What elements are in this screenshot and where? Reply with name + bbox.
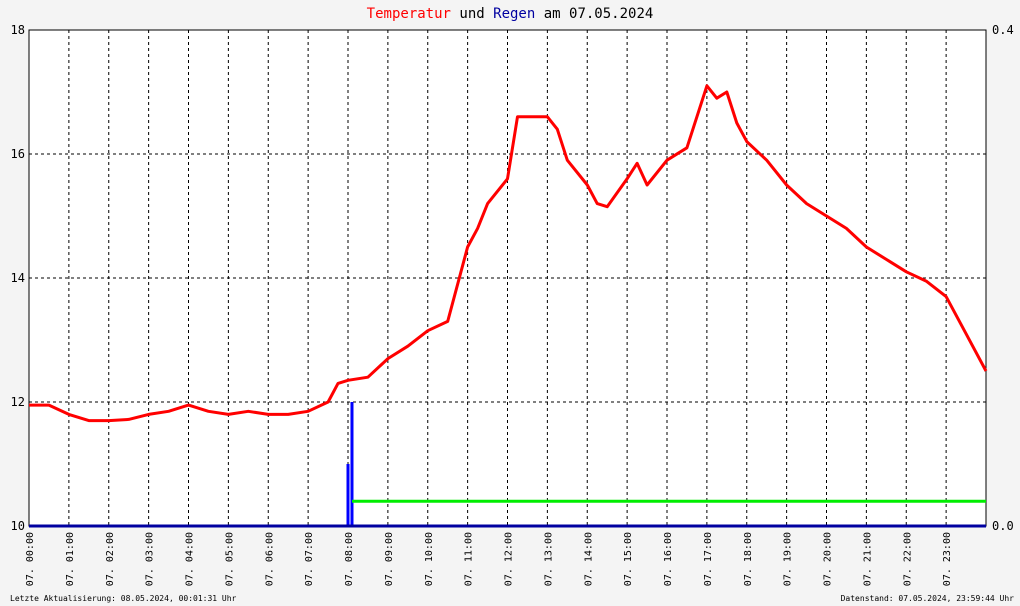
x-tick-label: 07. 06:00 — [264, 532, 275, 586]
x-tick-label: 07. 07:00 — [304, 532, 315, 586]
y2-tick-label: 0.0 — [992, 519, 1014, 533]
x-tick-label: 07. 01:00 — [65, 532, 76, 586]
title-part: Regen — [493, 6, 535, 22]
x-tick-label: 07. 19:00 — [783, 532, 794, 586]
x-tick-label: 07. 09:00 — [384, 532, 395, 586]
rain-bar — [346, 464, 350, 526]
x-tick-label: 07. 14:00 — [583, 532, 594, 586]
y-tick-label: 12 — [11, 395, 25, 409]
title-part: und — [459, 6, 484, 22]
x-tick-label: 07. 18:00 — [743, 532, 754, 586]
title-part: am 07.05.2024 — [544, 6, 654, 22]
y-tick-label: 16 — [11, 147, 25, 161]
title-part: Temperatur — [367, 6, 451, 22]
footer-left: Letzte Aktualisierung: 08.05.2024, 00:01… — [10, 594, 237, 603]
y2-tick-label: 0.4 — [992, 23, 1014, 37]
x-tick-label: 07. 15:00 — [623, 532, 634, 586]
x-tick-label: 07. 10:00 — [424, 532, 435, 586]
chart-title: Temperatur und Regen am 07.05.2024 — [367, 6, 654, 22]
x-tick-label: 07. 21:00 — [862, 532, 873, 586]
x-tick-label: 07. 00:00 — [25, 532, 36, 586]
x-tick-label: 07. 04:00 — [185, 532, 196, 586]
rain-bar — [350, 402, 354, 526]
x-tick-label: 07. 12:00 — [504, 532, 515, 586]
x-tick-label: 07. 16:00 — [663, 532, 674, 586]
x-tick-label: 07. 05:00 — [224, 532, 235, 586]
footer-right: Datenstand: 07.05.2024, 23:59:44 Uhr — [841, 594, 1015, 603]
x-tick-label: 07. 02:00 — [105, 532, 116, 586]
x-tick-label: 07. 13:00 — [543, 532, 554, 586]
y-tick-label: 18 — [11, 23, 25, 37]
data-line — [29, 84, 988, 423]
x-tick-label: 07. 08:00 — [344, 532, 355, 586]
y-tick-label: 10 — [11, 519, 25, 533]
x-tick-label: 07. 22:00 — [902, 532, 913, 586]
x-tick-label: 07. 20:00 — [823, 532, 834, 586]
y-tick-label: 14 — [11, 271, 25, 285]
x-tick-label: 07. 11:00 — [464, 532, 475, 586]
x-tick-label: 07. 23:00 — [942, 532, 953, 586]
x-tick-label: 07. 03:00 — [145, 532, 156, 586]
x-tick-label: 07. 17:00 — [703, 532, 714, 586]
